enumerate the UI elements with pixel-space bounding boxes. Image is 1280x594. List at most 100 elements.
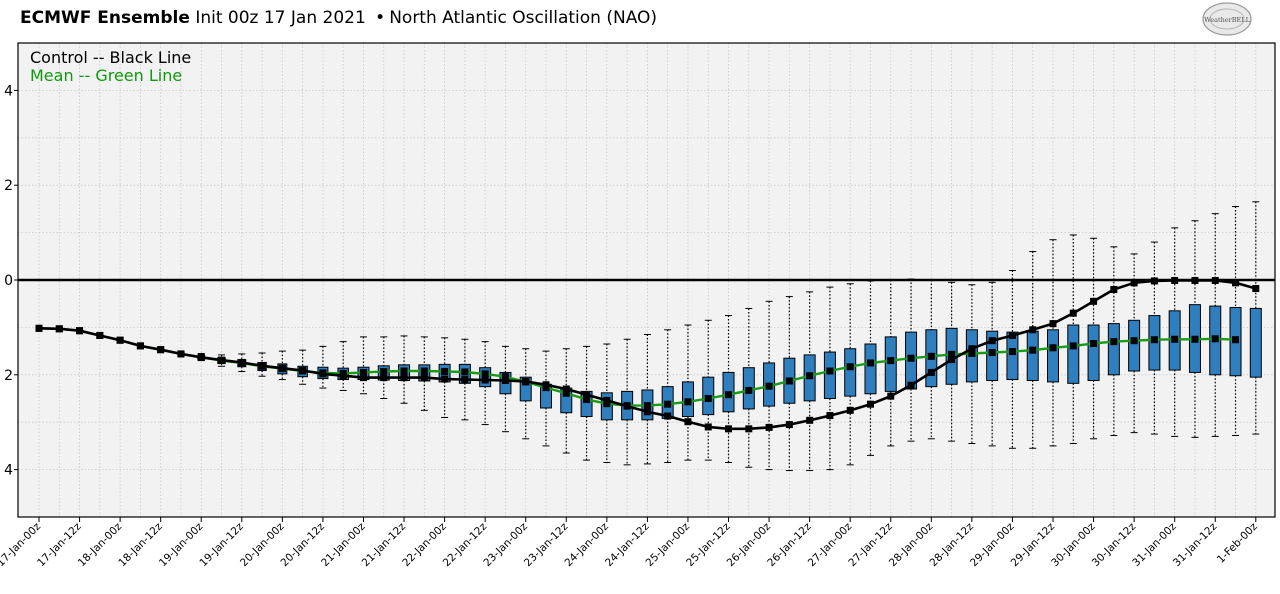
mean-point <box>1008 348 1016 356</box>
box-iqr <box>1249 307 1262 378</box>
control-point <box>907 381 915 389</box>
mean-point <box>441 367 449 375</box>
y-tick-label: 0 <box>4 273 13 289</box>
mean-point <box>1130 337 1138 345</box>
control-point <box>846 406 854 414</box>
box-iqr <box>864 343 877 395</box>
mean-point <box>420 367 428 375</box>
mean-point <box>745 386 753 394</box>
mean-point <box>1049 344 1057 352</box>
control-point <box>157 346 165 354</box>
mean-point <box>1069 342 1077 350</box>
mean-point <box>927 352 935 360</box>
mean-point <box>1232 336 1240 344</box>
mean-point <box>765 382 773 390</box>
mean-point <box>1211 335 1219 343</box>
mean-point <box>785 377 793 385</box>
weatherbell-logo: WeatherBELL <box>1202 2 1252 36</box>
box-iqr <box>1026 330 1039 381</box>
control-point <box>1069 309 1077 317</box>
mean-point <box>988 349 996 357</box>
control-point <box>501 376 509 384</box>
mean-point <box>1090 340 1098 348</box>
mean-point <box>643 402 651 410</box>
control-point <box>441 375 449 383</box>
control-point <box>927 368 935 376</box>
mean-point <box>583 395 591 403</box>
control-point <box>35 324 43 332</box>
control-point <box>1090 297 1098 305</box>
control-point <box>1130 279 1138 287</box>
control-point <box>785 421 793 429</box>
mean-point <box>1110 338 1118 346</box>
control-point <box>522 377 530 385</box>
control-point <box>1232 279 1240 287</box>
mean-point <box>562 389 570 397</box>
control-point <box>96 331 104 339</box>
mean-point <box>501 373 509 381</box>
control-point <box>623 402 631 410</box>
mean-point <box>400 367 408 375</box>
init-time: Init 00z 17 Jan 2021 <box>195 8 366 28</box>
control-point <box>400 374 408 382</box>
box-iqr <box>1067 324 1080 384</box>
mean-point <box>907 354 915 362</box>
control-point <box>76 327 84 335</box>
mean-point <box>826 367 834 375</box>
control-point <box>866 400 874 408</box>
mean-point <box>359 368 367 376</box>
mean-point <box>968 349 976 357</box>
y-tick-label: 2 <box>4 178 13 194</box>
y-tick-label: 4 <box>4 463 13 479</box>
mean-point <box>1191 335 1199 343</box>
control-point <box>826 412 834 420</box>
mean-point <box>664 400 672 408</box>
mean-point <box>887 357 895 365</box>
mean-point <box>725 391 733 399</box>
control-point <box>948 356 956 364</box>
control-point <box>136 342 144 350</box>
index-name: North Atlantic Oscillation (NAO) <box>389 8 658 28</box>
control-series <box>35 276 1260 433</box>
box-iqr <box>1107 323 1120 376</box>
control-point <box>562 385 570 393</box>
control-point <box>177 350 185 358</box>
box-iqr <box>823 351 836 400</box>
mean-point <box>684 398 692 406</box>
control-point <box>197 353 205 361</box>
mean-point <box>461 368 469 376</box>
control-point <box>806 416 814 424</box>
control-point <box>704 423 712 431</box>
mean-point <box>1029 346 1037 354</box>
control-point <box>765 423 773 431</box>
legend-control: Control -- Black Line <box>30 48 191 67</box>
control-point <box>258 362 266 370</box>
control-point <box>968 345 976 353</box>
mean-point <box>846 363 854 371</box>
x-tick-label: 1-Feb-00z <box>1215 520 1260 565</box>
control-point <box>218 356 226 364</box>
y-tick-label: 2 <box>4 368 13 384</box>
mean-point <box>1171 335 1179 343</box>
control-point <box>745 425 753 433</box>
y-tick-label: 4 <box>4 83 13 99</box>
control-point <box>1029 326 1037 334</box>
control-point <box>359 374 367 382</box>
box-iqr <box>1128 319 1141 372</box>
mean-point <box>866 359 874 367</box>
control-point <box>238 358 246 366</box>
control-point <box>1008 331 1016 339</box>
control-point <box>643 408 651 416</box>
control-point <box>319 370 327 378</box>
mean-point <box>704 395 712 402</box>
control-point <box>664 412 672 420</box>
control-point <box>380 374 388 382</box>
control-point <box>583 391 591 399</box>
box-iqr <box>1006 331 1019 381</box>
box-iqr <box>1047 329 1059 383</box>
control-point <box>278 364 286 372</box>
box-iqr <box>519 376 532 402</box>
svg-text:WeatherBELL: WeatherBELL <box>1204 16 1250 24</box>
control-point <box>1049 320 1057 328</box>
control-point <box>725 425 733 433</box>
